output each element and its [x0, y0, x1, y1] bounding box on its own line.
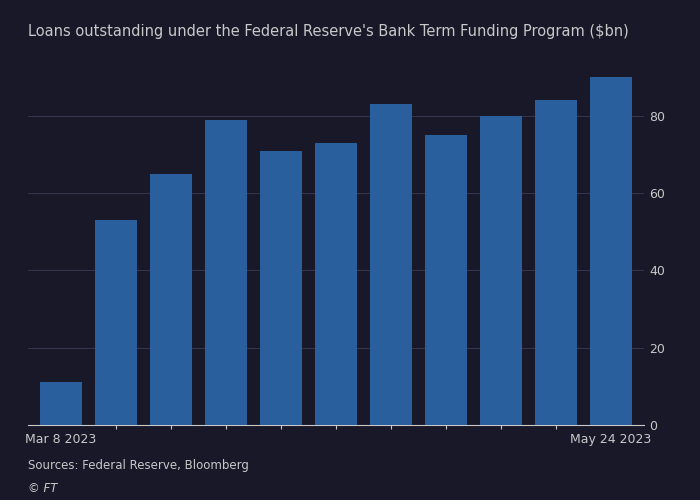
Bar	[205, 120, 246, 425]
Text: Sources: Federal Reserve, Bloomberg: Sources: Federal Reserve, Bloomberg	[28, 460, 249, 472]
Bar	[316, 143, 356, 425]
Bar	[370, 104, 412, 425]
Bar	[260, 150, 302, 425]
Text: Loans outstanding under the Federal Reserve's Bank Term Funding Program ($bn): Loans outstanding under the Federal Rese…	[28, 24, 629, 39]
Bar	[426, 135, 467, 425]
Text: © FT: © FT	[28, 482, 57, 495]
Bar	[150, 174, 192, 425]
Bar	[480, 116, 522, 425]
Bar	[95, 220, 136, 425]
Bar	[590, 77, 631, 425]
Bar	[536, 100, 577, 425]
Bar	[41, 382, 82, 425]
